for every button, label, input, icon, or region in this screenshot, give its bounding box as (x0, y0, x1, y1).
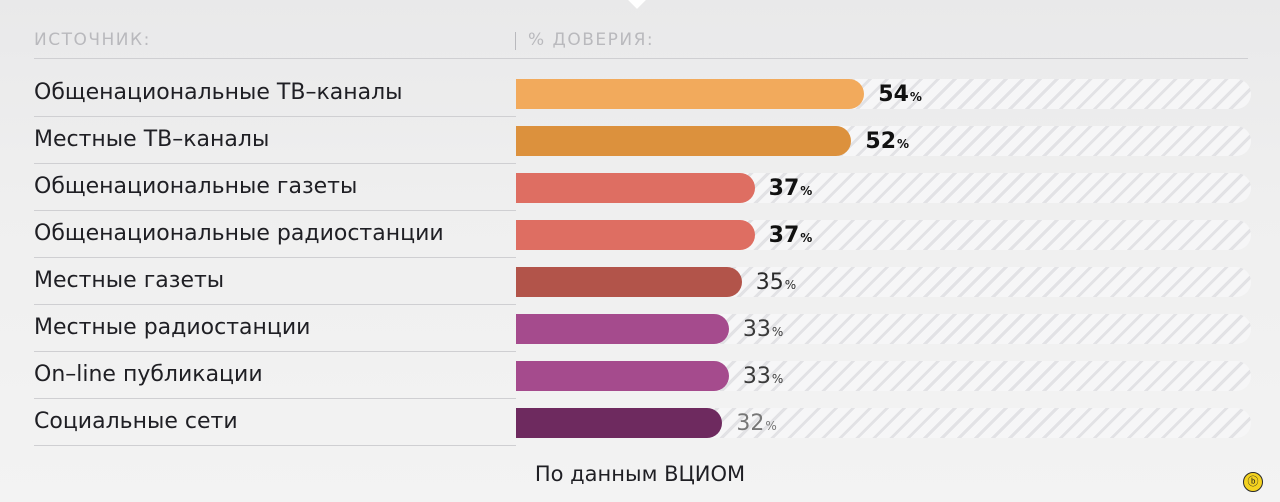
source-column-header: ИСТОЧНИК: (34, 30, 151, 50)
chart-row: Общенациональные радиостанции 37% (0, 211, 1280, 258)
bar (516, 361, 729, 391)
bar (516, 79, 865, 109)
chart-row: Местные газеты 35% (0, 258, 1280, 305)
data-label: 33% (742, 317, 784, 342)
data-label: 32% (736, 411, 777, 436)
row-divider (34, 398, 516, 399)
bar (516, 267, 742, 297)
chart-row: Местные радиостанции 33% (0, 305, 1280, 352)
header-divider (34, 58, 1248, 59)
data-label: 54% (878, 82, 922, 107)
bar (516, 408, 723, 438)
bar (516, 220, 755, 250)
data-label: 35% (755, 270, 797, 295)
category-label: Местные ТВ–каналы (34, 127, 270, 152)
row-divider (34, 445, 516, 446)
row-divider (34, 210, 516, 211)
chart-row: On–line публикации 33% (0, 352, 1280, 399)
bar (516, 173, 755, 203)
chart-row: Общенациональные газеты 37% (0, 164, 1280, 211)
category-label: Общенациональные ТВ–каналы (34, 80, 403, 105)
category-label: Социальные сети (34, 409, 238, 434)
row-divider (34, 116, 516, 117)
source-note: По данным ВЦИОМ (534, 462, 746, 486)
chart-row: Местные ТВ–каналы 52% (0, 117, 1280, 164)
row-divider (34, 304, 516, 305)
data-label: 52% (865, 129, 910, 154)
data-label: 33% (742, 364, 784, 389)
category-label: Общенациональные газеты (34, 174, 358, 199)
category-label: Общенациональные радиостанции (34, 221, 444, 246)
data-label: 37% (768, 176, 813, 201)
row-divider (34, 257, 516, 258)
row-divider (34, 351, 516, 352)
category-label: Местные газеты (34, 268, 225, 293)
category-label: Местные радиостанции (34, 315, 311, 340)
category-label: On–line публикации (34, 362, 263, 387)
header-separator (515, 32, 516, 50)
chart-row: Общенациональные ТВ–каналы 54% (0, 70, 1280, 117)
bar (516, 126, 852, 156)
bar (516, 314, 729, 344)
data-label: 37% (768, 223, 813, 248)
chart-row: Социальные сети 32% (0, 399, 1280, 446)
trust-column-header: % ДОВЕРИЯ: (528, 30, 655, 50)
header-notch (627, 0, 647, 9)
row-divider (34, 163, 516, 164)
watermark-logo-icon: ⓑ (1243, 472, 1263, 492)
